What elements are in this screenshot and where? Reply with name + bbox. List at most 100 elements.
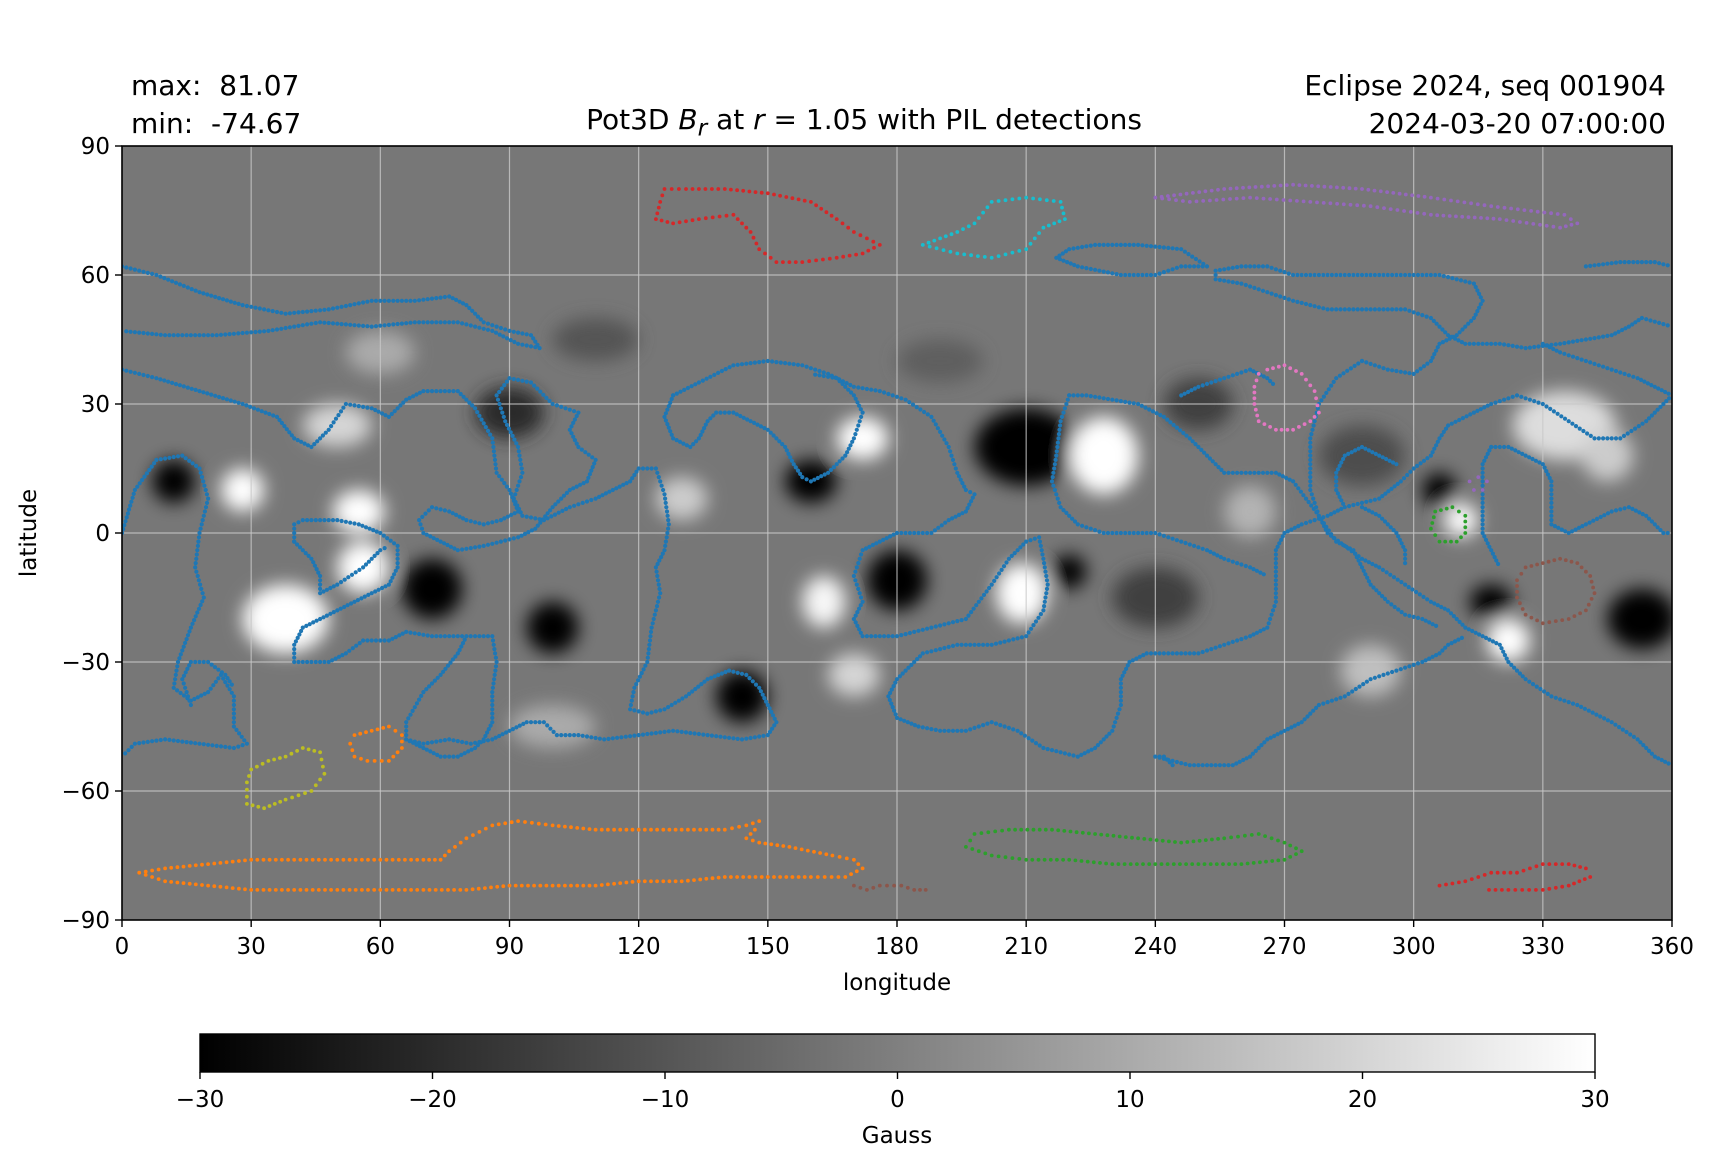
contour-dot — [1264, 859, 1268, 864]
contour-dot — [1407, 664, 1412, 669]
contour-dot — [753, 875, 758, 879]
contour-dot — [852, 857, 856, 862]
contour-dot — [1222, 556, 1227, 561]
contour-dot — [1214, 862, 1219, 866]
contour-dot — [508, 338, 513, 343]
contour-dot — [1396, 534, 1401, 539]
contour-dot — [882, 390, 887, 395]
contour-dot — [1308, 453, 1313, 458]
contour-dot — [1299, 849, 1304, 854]
contour-dot — [1432, 446, 1437, 451]
contour-dot — [330, 306, 336, 311]
field-feature — [1607, 588, 1672, 650]
contour-dot — [703, 422, 708, 427]
contour-dot — [757, 819, 762, 823]
contour-dot — [428, 749, 433, 754]
contour-dot — [331, 420, 336, 425]
contour-dot — [1570, 354, 1576, 359]
contour-dot — [584, 479, 590, 484]
contour-dot — [963, 616, 969, 622]
contour-dot — [1415, 615, 1421, 621]
contour-dot — [400, 733, 404, 737]
contour-dot — [1131, 272, 1136, 278]
contour-dot — [912, 629, 917, 635]
contour-dot — [244, 741, 249, 746]
contour-dot — [1171, 422, 1176, 428]
contour-dot — [438, 295, 443, 300]
contour-dot — [934, 246, 939, 251]
contour-dot — [1636, 318, 1641, 323]
contour-dot — [729, 875, 733, 879]
contour-dot — [890, 634, 895, 639]
contour-dot — [903, 397, 908, 402]
contour-dot — [673, 879, 678, 884]
contour-dot — [1394, 530, 1399, 536]
contour-dot — [790, 196, 795, 201]
contour-dot — [507, 728, 512, 733]
contour-dot — [393, 568, 398, 573]
contour-dot — [1110, 242, 1115, 247]
contour-dot — [309, 321, 314, 326]
contour-dot — [508, 491, 513, 496]
contour-dot — [336, 654, 342, 659]
contour-dot — [554, 403, 560, 408]
contour-dot — [228, 299, 233, 304]
contour-dot — [778, 360, 783, 365]
detection-contour — [1252, 363, 1321, 432]
contour-dot — [675, 729, 680, 734]
contour-dot — [1207, 456, 1212, 461]
contour-dot — [390, 575, 395, 580]
contour-dot — [837, 459, 842, 464]
contour-dot — [1502, 397, 1507, 402]
contour-dot — [662, 187, 667, 191]
contour-dot — [757, 734, 762, 739]
contour-dot — [1584, 569, 1588, 574]
contour-dot — [1625, 431, 1630, 436]
contour-dot — [1019, 635, 1024, 640]
contour-dot — [1410, 193, 1414, 198]
contour-dot — [867, 544, 872, 549]
contour-dot — [999, 567, 1004, 573]
contour-dot — [1046, 223, 1051, 228]
contour-dot — [1317, 410, 1321, 415]
contour-dot — [1511, 219, 1516, 223]
contour-dot — [447, 320, 452, 325]
contour-dot — [1381, 672, 1386, 678]
contour-dot — [1088, 394, 1093, 399]
contour-dot — [1334, 539, 1339, 544]
contour-dot — [360, 888, 364, 892]
contour-dot — [1355, 203, 1360, 208]
contour-dot — [1380, 455, 1385, 460]
contour-dot — [421, 530, 426, 536]
contour-dot — [684, 219, 688, 224]
contour-dot — [705, 677, 710, 682]
contour-dot — [124, 515, 129, 520]
contour-dot — [1372, 272, 1377, 278]
contour-dot — [1288, 366, 1293, 371]
contour-dot — [381, 726, 386, 730]
contour-dot — [1116, 862, 1121, 866]
contour-dot — [955, 619, 960, 624]
contour-dot — [350, 646, 355, 651]
contour-dot — [874, 541, 879, 546]
contour-dot — [662, 729, 667, 735]
contour-dot — [1342, 505, 1347, 510]
contour-dot — [1485, 541, 1490, 546]
contour-dot — [1487, 544, 1492, 549]
contour-dot — [187, 663, 192, 668]
contour-dot — [890, 393, 895, 398]
contour-dot — [580, 733, 585, 738]
contour-dot — [1258, 860, 1262, 865]
contour-dot — [452, 546, 457, 551]
contour-dot — [784, 875, 789, 879]
contour-dot — [499, 386, 504, 391]
contour-dot — [467, 305, 472, 311]
contour-dot — [1204, 648, 1210, 653]
contour-dot — [1217, 644, 1222, 649]
contour-dot — [526, 883, 530, 888]
contour-dot — [996, 854, 1001, 859]
contour-dot — [1415, 369, 1420, 374]
contour-dot — [840, 456, 845, 461]
contour-dot — [524, 720, 529, 725]
